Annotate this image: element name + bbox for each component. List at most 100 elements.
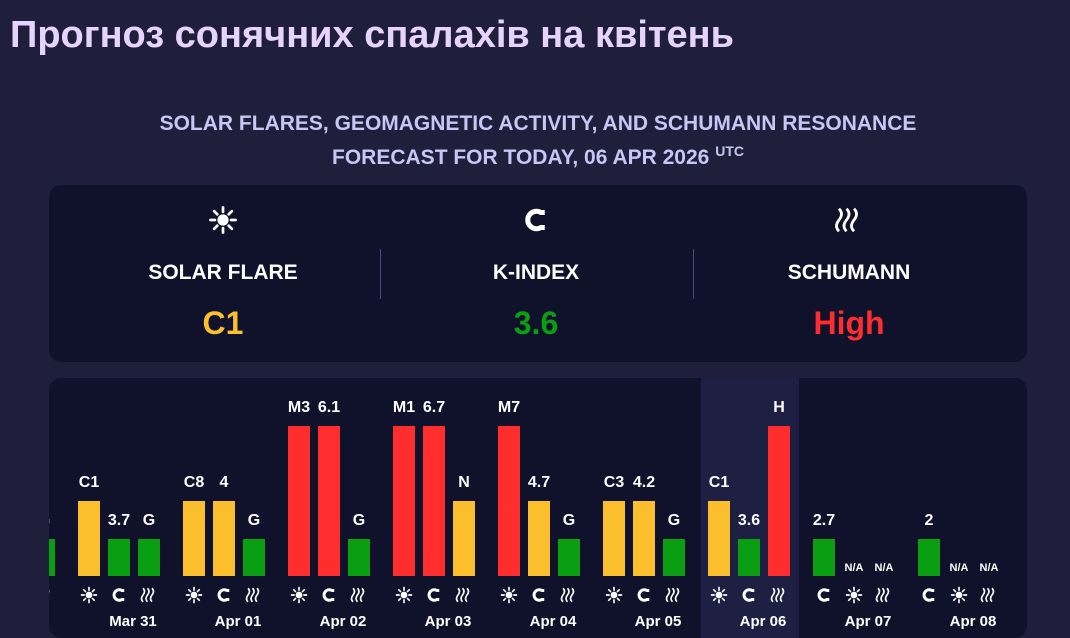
divider [693, 249, 694, 299]
icon [770, 586, 788, 604]
icon [950, 586, 968, 604]
bar-label: 4.2 [632, 474, 656, 491]
subtitle-text: FORECAST FOR TODAY, 06 APR 2026 [332, 146, 710, 169]
bar [453, 501, 475, 576]
bar-label: N [458, 474, 470, 491]
icon [665, 586, 683, 604]
icon [140, 586, 158, 604]
bar [663, 539, 685, 576]
icon [815, 586, 833, 604]
bar-label: 2.7 [812, 512, 836, 529]
bar-label: G [352, 512, 366, 529]
date-label: Apr 05 [634, 613, 682, 630]
bar-label: G [142, 512, 156, 529]
bar-label: N/A [874, 562, 894, 574]
bar-label: 2 [924, 512, 934, 529]
icon [290, 586, 308, 604]
bar-label: 3.6 [737, 512, 761, 529]
summary-label: SOLAR FLARE [148, 261, 298, 284]
bar-label: 6.1 [317, 399, 341, 416]
icon [560, 586, 578, 604]
bar [738, 539, 760, 576]
bar [423, 426, 445, 576]
bar [918, 539, 940, 576]
date-label: Apr 03 [424, 613, 472, 630]
summary-icon [521, 205, 551, 235]
icon [49, 586, 53, 604]
bar [633, 501, 655, 576]
icon [875, 586, 893, 604]
icon [455, 586, 473, 604]
date-label: Mar 31 [109, 613, 157, 630]
bar-label: C8 [183, 474, 205, 491]
bar-label: C1 [78, 474, 100, 491]
icon [425, 586, 443, 604]
bar-label: 4.7 [527, 474, 551, 491]
bar-label: C1 [708, 474, 730, 491]
bar-label: G [667, 512, 681, 529]
icon [215, 586, 233, 604]
bar-label: 4 [219, 474, 229, 491]
bar-label: H [773, 399, 785, 416]
bar [498, 426, 520, 576]
icon [845, 586, 863, 604]
summary-icon [834, 205, 864, 235]
bar [138, 539, 160, 576]
page: Прогноз сонячних спалахів на квітень SOL… [0, 14, 1070, 638]
bar [348, 539, 370, 576]
bar-label: N/A [949, 562, 969, 574]
bar-label: G [49, 512, 74, 530]
bar-label: 6.7 [422, 399, 446, 416]
bar-label: N/A [844, 562, 864, 574]
bar [108, 539, 130, 576]
icon [635, 586, 653, 604]
summary-label: SCHUMANN [787, 261, 911, 284]
bar [213, 501, 235, 576]
date-label: Apr 06 [739, 613, 787, 630]
date-label: Apr 04 [529, 613, 577, 630]
bar [78, 501, 100, 576]
bar-label: C3 [603, 474, 625, 491]
bar-label: M3 [287, 399, 311, 416]
subtitle: FORECAST FOR TODAY, 06 APR 2026 UTC [0, 143, 1070, 170]
bar [288, 426, 310, 576]
summary-value: High [813, 305, 885, 341]
bar [558, 539, 580, 576]
bar [318, 426, 340, 576]
divider [380, 249, 381, 299]
date-label: Apr 07 [844, 613, 892, 630]
icon [320, 586, 338, 604]
icon [395, 586, 413, 604]
icon [500, 586, 518, 604]
summary-card: SOLAR FLARE C1 K-INDEX 3.6 SCHUMANN High [49, 185, 1027, 362]
date-label: Apr 01 [214, 613, 262, 630]
icon [350, 586, 368, 604]
bar [768, 426, 790, 576]
summary-label: K-INDEX [492, 261, 580, 284]
subtitle: SOLAR FLARES, GEOMAGNETIC ACTIVITY, AND … [159, 112, 917, 135]
icon [710, 586, 728, 604]
summary-value: C1 [202, 305, 244, 341]
bar-label: N/A [979, 562, 999, 574]
icon [80, 586, 98, 604]
bar [393, 426, 415, 576]
bar-label: M7 [497, 399, 521, 416]
icon [185, 586, 203, 604]
icon [920, 586, 938, 604]
icon [980, 586, 998, 604]
bar [708, 501, 730, 576]
icon [110, 586, 128, 604]
bar [813, 539, 835, 576]
bar-label: 3.7 [107, 512, 131, 529]
forecast-chart: G C1 3.7 G Mar 31 C8 4 G Apr 01 M3 6.1 G Apr 02 M1 6.7… [49, 378, 1027, 638]
bar-label: G [562, 512, 576, 529]
bar [243, 539, 265, 576]
icon [740, 586, 758, 604]
utc: UTC [715, 143, 744, 159]
bar [49, 539, 55, 576]
icon [530, 586, 548, 604]
summary-icon [208, 205, 238, 235]
icon [605, 586, 623, 604]
bar [528, 501, 550, 576]
date-label: Apr 08 [949, 613, 997, 630]
